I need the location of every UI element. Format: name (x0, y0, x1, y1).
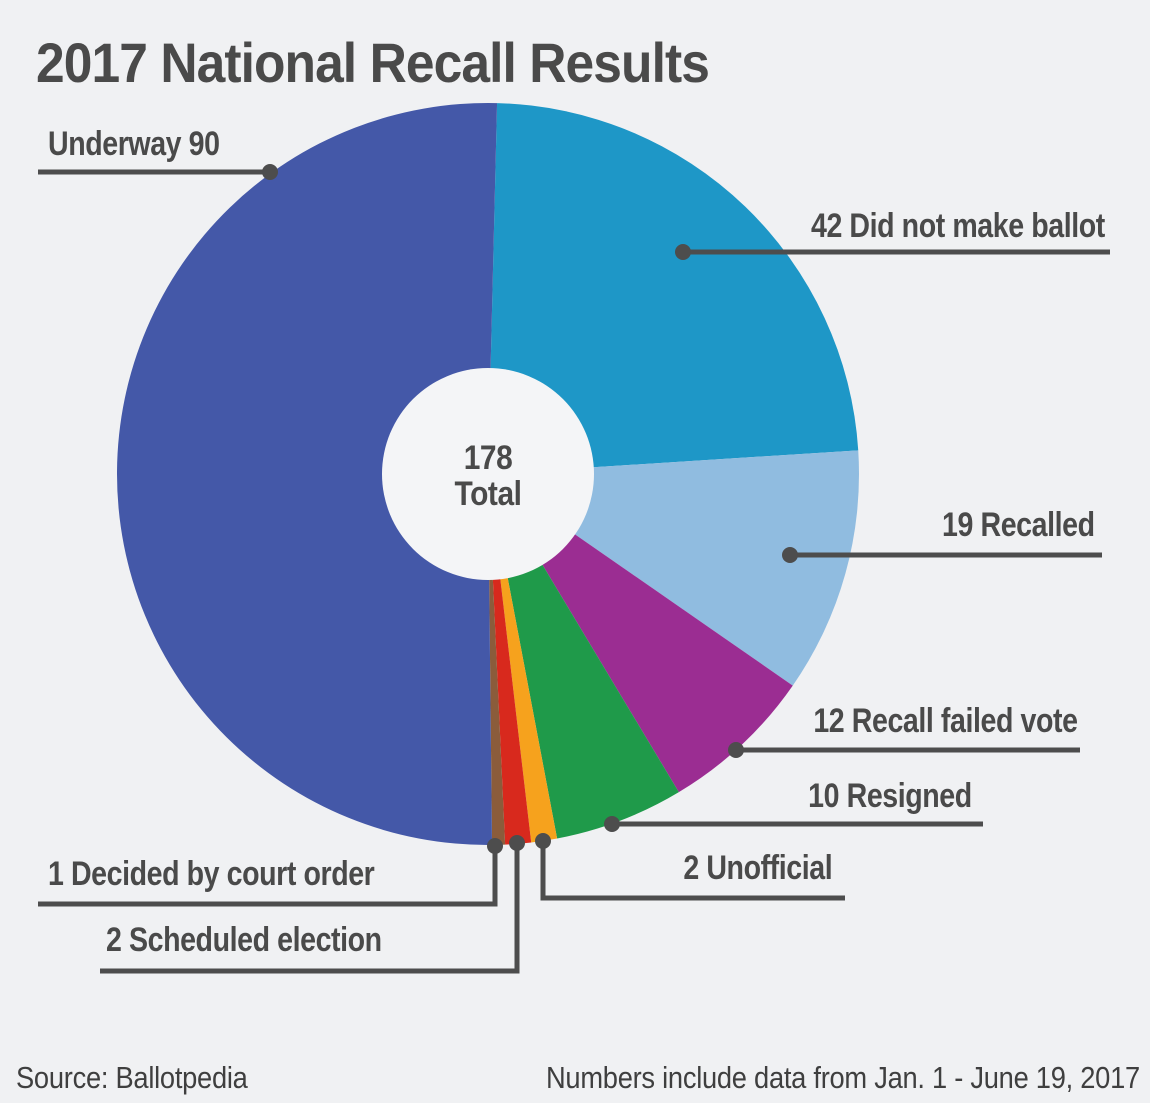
dot-unofficial (535, 833, 551, 849)
dot-did-not-make-ballot (675, 244, 691, 260)
leader-unofficial (540, 841, 845, 901)
pie-slice-did-not-make-ballot (488, 103, 859, 474)
pie-slices (116, 102, 859, 846)
dot-resigned (604, 816, 620, 832)
pie-slice-recall-failed-vote (488, 474, 793, 793)
label-scheduled-election: 2 Scheduled election (106, 921, 382, 959)
donut-center-label: 178 Total (382, 440, 593, 512)
dot-recalled (782, 547, 798, 563)
total-label: Total (454, 475, 522, 513)
label-court-order: 1 Decided by court order (48, 855, 375, 893)
label-underway: Underway 90 (48, 125, 220, 163)
leader-scheduled-election (100, 843, 520, 974)
dot-underway (262, 164, 278, 180)
label-unofficial: 2 Unofficial (683, 849, 832, 887)
total-value: 178 (463, 439, 513, 477)
label-recall-failed-vote: 12 Recall failed vote (813, 702, 1079, 740)
date-range-note: Numbers include data from Jan. 1 - June … (546, 1060, 1140, 1095)
label-resigned: 10 Resigned (808, 777, 972, 815)
source-credit: Source: Ballotpedia (16, 1060, 248, 1095)
label-recalled: 19 Recalled (942, 506, 1095, 544)
pie-slice-underway (116, 102, 498, 846)
leader-dots (262, 164, 798, 854)
label-did-not-make-ballot: 42 Did not make ballot (811, 207, 1105, 245)
leader-lines (38, 169, 1110, 974)
leader-court-order (38, 846, 498, 907)
dot-court-order (487, 838, 503, 854)
donut-hole (382, 368, 594, 580)
dot-recall-failed-vote (728, 742, 744, 758)
chart-title: 2017 National Recall Results (36, 31, 710, 94)
dot-scheduled-election (509, 835, 525, 851)
